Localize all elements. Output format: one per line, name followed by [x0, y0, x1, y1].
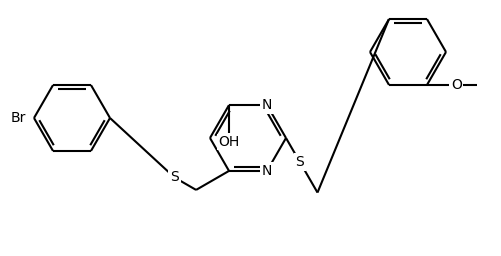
Text: N: N [262, 98, 272, 112]
Text: S: S [170, 170, 179, 184]
Text: N: N [262, 164, 272, 178]
Text: Br: Br [11, 111, 26, 125]
Text: OH: OH [218, 135, 239, 149]
Text: S: S [296, 155, 305, 169]
Text: O: O [451, 78, 462, 92]
